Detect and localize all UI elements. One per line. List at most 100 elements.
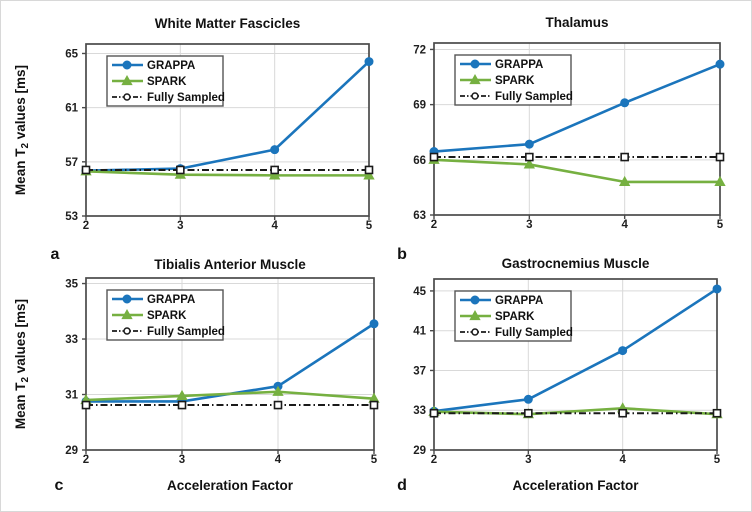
x-tick-label: 2	[83, 220, 89, 232]
axes-box	[85, 277, 375, 451]
legend-label: Fully Sampled	[147, 326, 225, 338]
x-tick-label: 5	[371, 454, 378, 466]
data-point-marker	[270, 145, 280, 155]
y-tick-label: 57	[65, 157, 78, 169]
series-line-spark	[85, 390, 375, 402]
data-point-marker	[429, 408, 439, 418]
data-point-marker	[620, 152, 629, 162]
chart-title: Thalamus	[545, 15, 608, 30]
data-point-marker	[714, 175, 726, 186]
data-point-marker	[269, 169, 281, 180]
panel-letter: c	[55, 477, 64, 494]
data-point-marker	[620, 98, 630, 108]
legend-label: Fully Sampled	[495, 327, 573, 339]
legend-marker	[471, 92, 479, 100]
data-point-marker	[524, 139, 534, 149]
legend-marker	[121, 308, 133, 320]
panel-letter: d	[397, 477, 407, 494]
legend: GRAPPA SPARK Fully Sampled	[106, 289, 225, 341]
chart-panel-a: 2 3 4 5 53 57 61 65 White Matter Fascicles a Mean …	[13, 16, 375, 263]
x-tick-label: 3	[177, 220, 183, 232]
chart-title: White Matter Fascicles	[155, 16, 301, 31]
legend-label: GRAPPA	[495, 295, 543, 307]
data-point-marker	[523, 394, 533, 404]
legend-marker	[469, 309, 481, 321]
legend-marker	[470, 295, 480, 305]
data-point-marker	[715, 152, 725, 162]
axes-box	[433, 42, 721, 216]
series-line-grappa	[433, 62, 721, 153]
legend-marker	[123, 93, 131, 101]
panel-letter: a	[51, 246, 60, 263]
data-point-marker	[712, 284, 722, 294]
legend-label: SPARK	[495, 75, 535, 87]
x-tick-label: 3	[525, 454, 531, 466]
legend-label: Fully Sampled	[147, 92, 225, 104]
x-axis-label: Acceleration Factor	[167, 478, 294, 493]
x-tick-label: 3	[526, 219, 532, 231]
x-tick-label: 4	[619, 454, 626, 466]
data-point-marker	[273, 400, 283, 410]
legend-label: SPARK	[147, 76, 187, 88]
legend: GRAPPA SPARK Fully Sampled	[454, 290, 573, 342]
legend-label: GRAPPA	[147, 60, 195, 72]
data-point-marker	[81, 400, 91, 410]
y-tick-label: 69	[413, 100, 426, 112]
x-tick-label: 5	[714, 454, 721, 466]
x-tick-label: 2	[431, 219, 437, 231]
panel-letter: b	[397, 246, 407, 263]
chart-panel-b: 2 3 4 5 63 66 69 72 Thalamus b GRAPPA SPARK Fully Sa…	[397, 15, 726, 263]
y-tick-label: 41	[413, 326, 426, 338]
y-tick-label: 63	[413, 210, 426, 222]
y-tick-label: 66	[413, 155, 426, 167]
data-point-marker	[618, 408, 627, 418]
legend-marker	[123, 327, 131, 335]
data-point-marker	[363, 169, 375, 180]
data-point-marker	[364, 57, 374, 67]
y-axis-label: Mean T2 values [ms]	[13, 299, 31, 429]
x-tick-label: 2	[431, 454, 437, 466]
y-tick-label: 29	[65, 445, 78, 457]
x-tick-label: 5	[366, 220, 373, 232]
data-point-marker	[618, 346, 628, 356]
y-tick-label: 72	[413, 44, 426, 56]
y-tick-label: 53	[65, 211, 78, 223]
tick-marks	[82, 52, 370, 220]
data-point-marker	[176, 389, 188, 401]
x-tick-label: 4	[271, 220, 278, 232]
legend-marker	[470, 59, 480, 69]
chart-title: Tibialis Anterior Muscle	[154, 257, 306, 272]
legend-marker	[121, 74, 133, 86]
data-point-marker	[364, 165, 374, 175]
x-tick-label: 4	[275, 454, 282, 466]
x-tick-label: 2	[83, 454, 89, 466]
data-point-marker	[270, 165, 279, 175]
tick-marks	[82, 282, 375, 454]
series-line-spark	[85, 170, 369, 177]
series-line-grappa	[433, 287, 718, 413]
y-tick-label: 33	[413, 405, 426, 417]
data-point-marker	[369, 400, 379, 410]
data-point-marker	[523, 158, 535, 169]
series-markers-fully-sampled	[81, 165, 374, 175]
data-point-marker	[715, 59, 725, 69]
series-markers-fully-sampled	[429, 152, 725, 162]
y-axis-label: Mean T2 values [ms]	[13, 65, 31, 195]
y-tick-label: 29	[413, 445, 426, 457]
data-point-marker	[272, 385, 284, 396]
data-point-marker	[369, 319, 379, 329]
axes-box	[85, 43, 370, 217]
series-line-spark	[433, 158, 720, 184]
y-tick-label: 61	[65, 103, 78, 115]
x-tick-label: 4	[621, 219, 628, 231]
legend-marker	[122, 60, 132, 70]
y-tick-label: 37	[413, 365, 426, 377]
legend-label: GRAPPA	[147, 294, 195, 306]
legend-label: Fully Sampled	[495, 91, 573, 103]
y-tick-label: 35	[65, 279, 78, 291]
data-point-marker	[524, 408, 533, 418]
data-point-marker	[712, 408, 722, 418]
